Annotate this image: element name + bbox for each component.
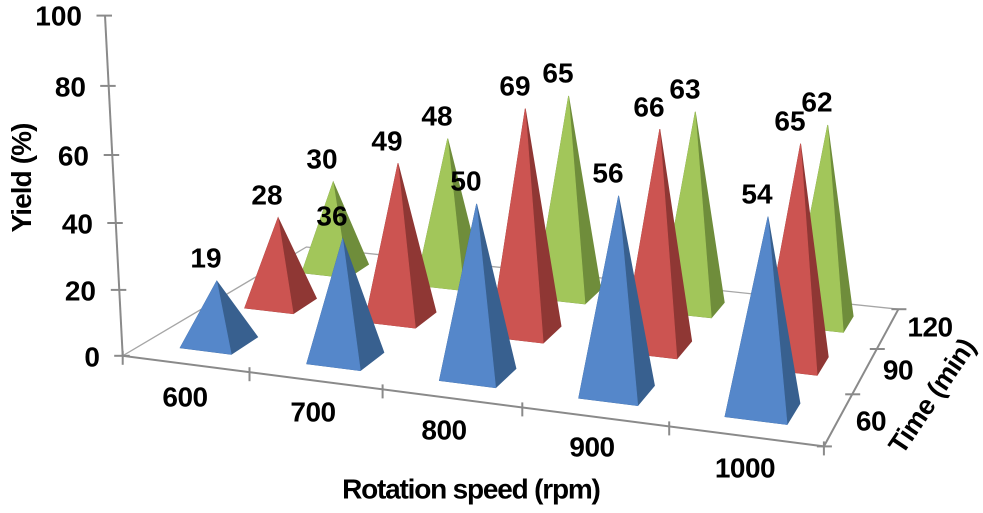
svg-text:900: 900 bbox=[569, 432, 614, 463]
svg-text:60: 60 bbox=[856, 406, 886, 437]
svg-text:600: 600 bbox=[162, 382, 207, 413]
svg-text:20: 20 bbox=[65, 276, 96, 307]
svg-text:66: 66 bbox=[633, 92, 664, 123]
svg-text:50: 50 bbox=[450, 166, 481, 197]
svg-text:62: 62 bbox=[801, 87, 832, 118]
svg-text:700: 700 bbox=[290, 397, 335, 428]
svg-text:56: 56 bbox=[592, 158, 623, 189]
svg-text:800: 800 bbox=[421, 415, 466, 446]
svg-text:48: 48 bbox=[421, 101, 452, 132]
svg-text:60: 60 bbox=[58, 141, 89, 172]
svg-text:1000: 1000 bbox=[715, 453, 775, 484]
svg-text:28: 28 bbox=[251, 180, 282, 211]
svg-text:63: 63 bbox=[669, 74, 700, 105]
svg-text:90: 90 bbox=[883, 355, 913, 386]
svg-text:54: 54 bbox=[741, 179, 773, 210]
svg-text:40: 40 bbox=[62, 209, 93, 240]
svg-text:65: 65 bbox=[542, 58, 573, 89]
svg-text:65: 65 bbox=[774, 106, 805, 137]
svg-text:30: 30 bbox=[306, 144, 337, 175]
svg-text:69: 69 bbox=[499, 71, 530, 102]
svg-text:80: 80 bbox=[55, 72, 86, 103]
svg-text:120: 120 bbox=[907, 312, 952, 343]
svg-text:100: 100 bbox=[35, 1, 82, 32]
svg-text:49: 49 bbox=[371, 126, 402, 157]
svg-text:36: 36 bbox=[316, 201, 347, 232]
svg-text:Yield (%): Yield (%) bbox=[6, 123, 37, 232]
svg-text:0: 0 bbox=[84, 342, 100, 373]
svg-text:Rotation speed (rpm): Rotation speed (rpm) bbox=[342, 474, 600, 505]
svg-text:19: 19 bbox=[190, 243, 221, 274]
